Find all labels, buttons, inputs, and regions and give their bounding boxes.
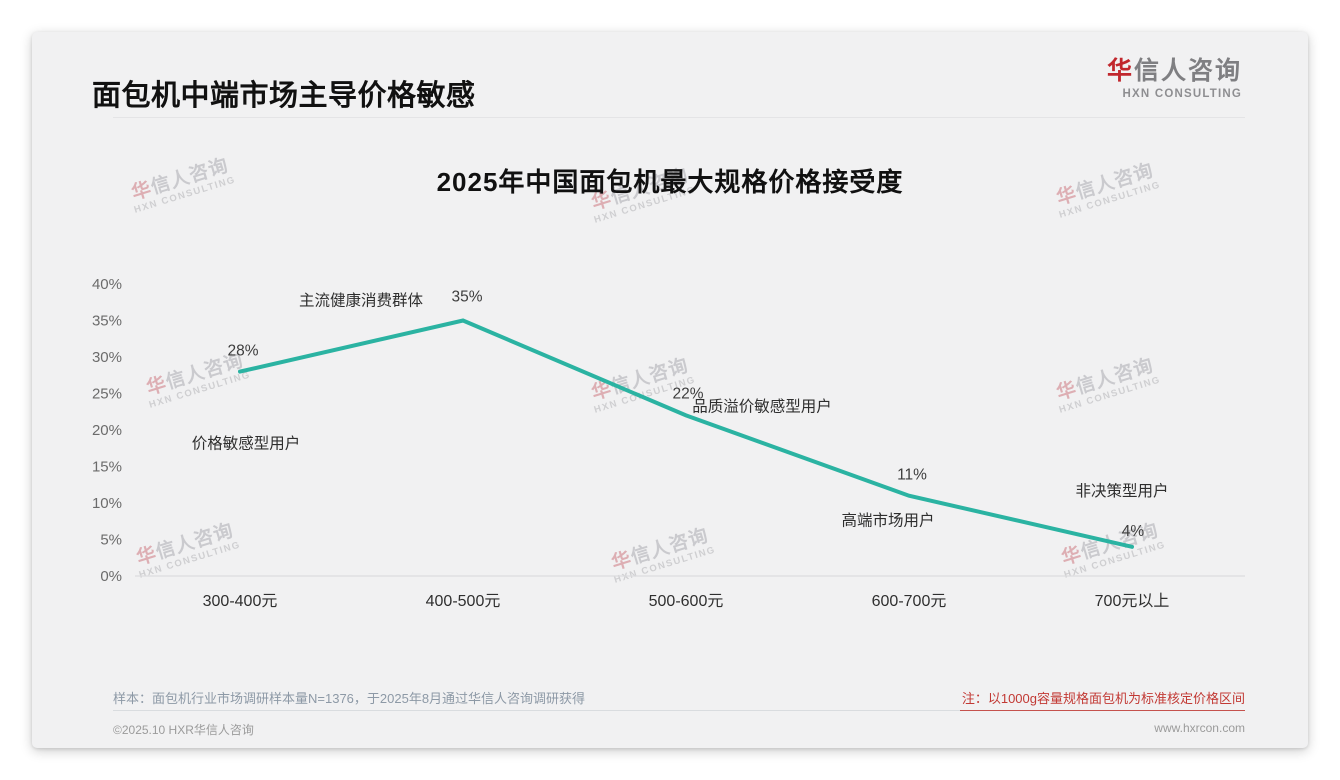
y-axis-tick: 25% [92, 386, 122, 403]
x-axis-label: 400-500元 [426, 593, 501, 610]
logo-english-name: HXN CONSULTING [1122, 87, 1242, 100]
y-axis-tick: 10% [92, 495, 122, 512]
company-logo: 华信人咨询 HXN CONSULTING [1106, 57, 1242, 100]
segment-annotation: 高端市场用户 [841, 512, 934, 530]
slide-card: 华信人咨询 HXN CONSULTING 华信人咨询 HXN CONSULTING 华信… [32, 32, 1308, 748]
y-axis-tick: 5% [100, 532, 122, 549]
segment-annotation: 主流健康消费群体 [299, 292, 424, 310]
x-axis-label: 300-400元 [203, 593, 278, 610]
y-axis-tick: 15% [92, 459, 122, 476]
segment-annotation: 品质溢价敏感型用户 [692, 397, 832, 415]
segment-annotation: 价格敏感型用户 [192, 435, 301, 453]
data-point-label: 11% [897, 467, 927, 484]
data-point-label: 22% [672, 385, 703, 402]
logo-chinese-name: 华信人咨询 [1106, 57, 1242, 86]
data-point-label: 35% [451, 289, 482, 306]
y-axis-tick: 30% [92, 349, 122, 366]
y-axis-tick: 35% [92, 313, 122, 330]
x-axis-label: 700元以上 [1095, 592, 1170, 610]
trend-line [238, 318, 1134, 549]
price-basis-note: 注：以1000g容量规格面包机为标准核定价格区间 [961, 691, 1245, 706]
y-axis-tick: 40% [92, 276, 122, 293]
chart-title: 2025年中国面包机最大规格价格接受度 [436, 167, 904, 197]
sample-note: 样本：面包机行业市场调研样本量N=1376，于2025年8月通过华信人咨询调研获… [113, 691, 586, 706]
y-axis-tick: 0% [100, 568, 122, 585]
notes-row: 样本：面包机行业市场调研样本量N=1376，于2025年8月通过华信人咨询调研获… [113, 688, 1245, 707]
logo-accent-char: 华 [1106, 57, 1134, 85]
website-text: www.hxrcon.com [1154, 721, 1245, 735]
x-axis-label: 500-600元 [649, 593, 724, 610]
segment-annotation: 非决策型用户 [1075, 482, 1168, 500]
data-point-label: 4% [1122, 523, 1145, 540]
header-divider [113, 117, 1245, 118]
y-axis-tick: 20% [92, 422, 122, 439]
note-red-underline [960, 709, 1245, 711]
footer-row: ©2025.10 HXR华信人咨询 www.hxrcon.com [113, 721, 1245, 738]
logo-rest-chars: 信人咨询 [1133, 57, 1242, 85]
page-title: 面包机中端市场主导价格敏感 [92, 80, 476, 112]
data-point-label: 28% [227, 343, 258, 360]
price-acceptance-line-chart: 0% 5% 10% 15% 20% 25% 30% 35% 40% 28% 价格敏感型用户 300-4… [92, 276, 1245, 610]
x-axis-label: 600-700元 [872, 593, 947, 610]
bottom-divider [113, 710, 1245, 711]
copyright-text: ©2025.10 HXR华信人咨询 [113, 723, 254, 737]
